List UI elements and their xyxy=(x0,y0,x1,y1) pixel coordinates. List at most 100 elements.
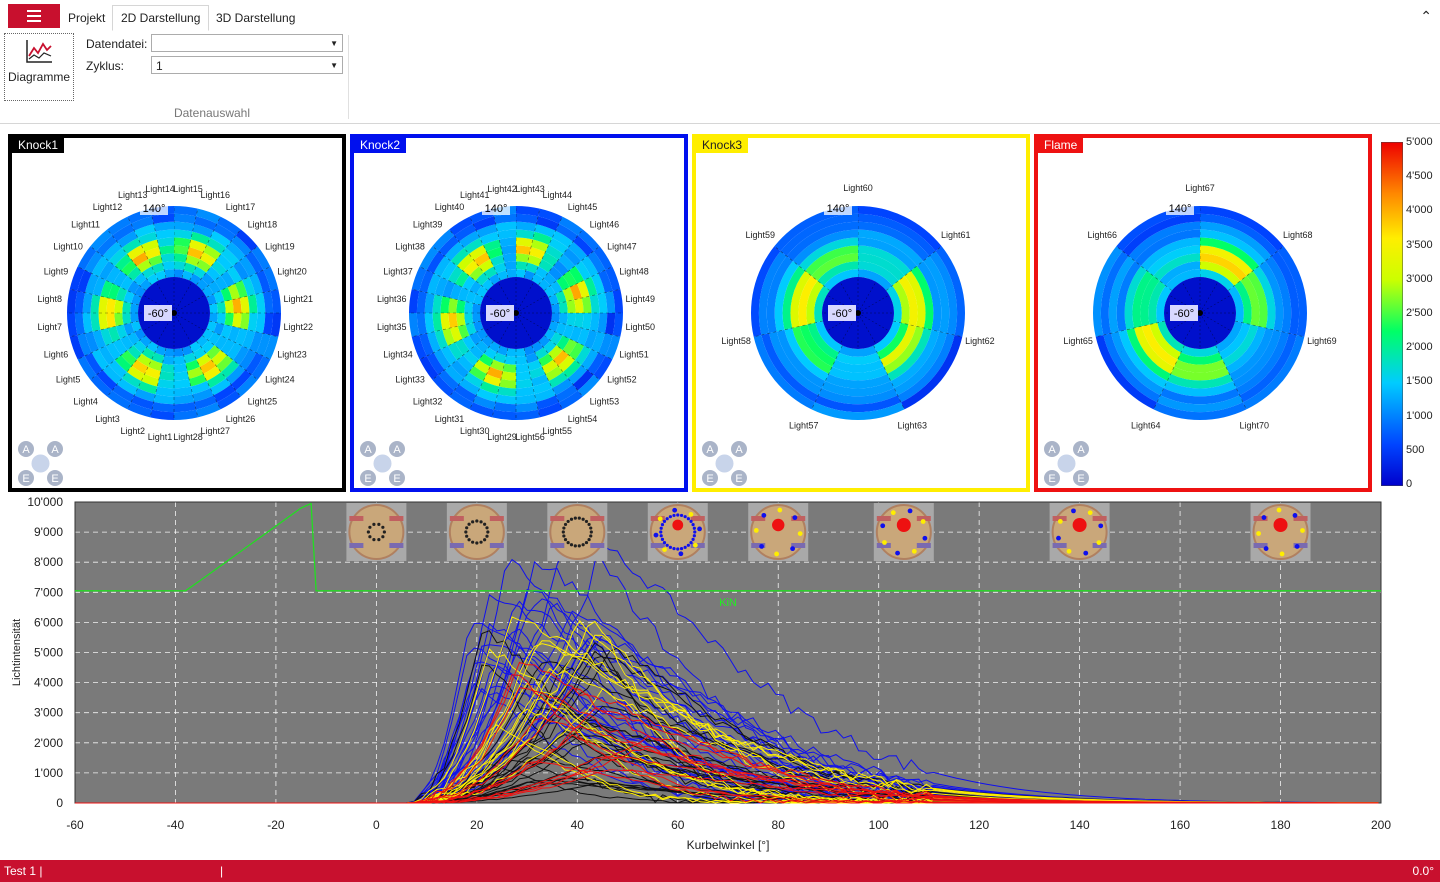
tab-2d-darstellung[interactable]: 2D Darstellung xyxy=(112,5,210,31)
intensity-curve xyxy=(75,687,1379,804)
y-tick-label: 8'000 xyxy=(34,555,63,569)
x-tick-label: 0 xyxy=(373,818,380,832)
y-tick-label: 3'000 xyxy=(34,706,63,720)
zyklus-label: Zyklus: xyxy=(86,59,125,73)
svg-text:A: A xyxy=(1077,444,1085,456)
light-intensity-chart[interactable]: -60 -40 -20 0 20 40 60 80 100 120 140 160 180 200 0 1'0… xyxy=(0,494,1440,856)
x-tick-label: -40 xyxy=(167,818,185,832)
svg-text:Light41: Light41 xyxy=(460,190,490,200)
polar-panel-title: Knock2 xyxy=(354,138,407,153)
svg-text:Light13: Light13 xyxy=(118,190,148,200)
svg-text:E: E xyxy=(22,473,29,485)
svg-text:Light30: Light30 xyxy=(460,426,490,436)
svg-text:Light64: Light64 xyxy=(1131,421,1161,431)
combustion-chamber-thumbnail xyxy=(446,503,507,561)
x-tick-label: 20 xyxy=(470,818,484,832)
svg-text:140°: 140° xyxy=(827,203,850,215)
svg-text:A: A xyxy=(22,444,30,456)
y-tick-label: 6'000 xyxy=(34,615,63,629)
svg-text:E: E xyxy=(393,473,400,485)
x-tick-label: 140 xyxy=(1070,818,1090,832)
diagramme-button[interactable]: Diagramme xyxy=(4,33,74,101)
svg-text:A: A xyxy=(393,444,401,456)
combustion-chamber-thumbnail xyxy=(1049,503,1110,561)
svg-text:E: E xyxy=(364,473,371,485)
svg-text:Light14: Light14 xyxy=(145,184,175,194)
svg-text:Light47: Light47 xyxy=(607,241,637,251)
svg-text:Light6: Light6 xyxy=(44,349,69,359)
svg-text:Light17: Light17 xyxy=(226,202,256,212)
y-tick-label: 4'000 xyxy=(34,676,63,690)
svg-text:Light43: Light43 xyxy=(515,184,545,194)
colorbar-tick-label: 4'500 xyxy=(1406,170,1433,183)
svg-text:-60°: -60° xyxy=(1174,308,1194,320)
svg-text:Light18: Light18 xyxy=(248,220,278,230)
colorbar-tick-label: 1'000 xyxy=(1406,409,1433,422)
svg-text:Light16: Light16 xyxy=(201,190,231,200)
svg-text:Light61: Light61 xyxy=(941,230,971,240)
ribbon-panel: Diagramme Datendatei: ▼ Zyklus: 1 ▼ Daten… xyxy=(0,31,1440,124)
svg-text:Light62: Light62 xyxy=(965,336,995,346)
chevron-down-icon: ▼ xyxy=(330,39,338,48)
svg-text:Light28: Light28 xyxy=(173,432,203,442)
status-bar: Test 1 | | 0.0° xyxy=(0,860,1440,882)
x-axis-label: Kurbelwinkel [°] xyxy=(687,838,770,852)
svg-text:Light52: Light52 xyxy=(607,375,637,385)
svg-text:Light57: Light57 xyxy=(789,421,819,431)
svg-text:Light65: Light65 xyxy=(1063,336,1093,346)
y-tick-label: 7'000 xyxy=(34,585,63,599)
polar-panel-knock1[interactable]: Knock1 140° -60° Light1 Light2 Light3 Light4 Li… xyxy=(8,134,346,492)
x-tick-label: 160 xyxy=(1170,818,1190,832)
polar-panel-knock3[interactable]: Knock3 140° -60° Light57 Light58 Light59 Light… xyxy=(692,134,1030,492)
tab-3d-darstellung[interactable]: 3D Darstellung xyxy=(216,11,296,25)
colorbar-tick-label: 5'000 xyxy=(1406,136,1433,148)
datenauswahl-group-label: Datenauswahl xyxy=(173,106,251,120)
combustion-chamber-thumbnail xyxy=(873,503,934,561)
kin-series-line xyxy=(75,502,1381,592)
collapse-ribbon-icon[interactable]: ⌃ xyxy=(1420,8,1432,24)
tab-projekt[interactable]: Projekt xyxy=(68,11,106,25)
combustion-chamber-thumbnail xyxy=(647,503,708,561)
polar-heatmap: 140° -60° Light57 Light58 Light59 Light60 Ligh… xyxy=(702,183,995,486)
ribbon-group-divider xyxy=(348,35,349,119)
colorbar xyxy=(1381,142,1403,486)
zyklus-combo[interactable]: 1 ▼ xyxy=(151,56,343,74)
x-tick-label: 120 xyxy=(969,818,989,832)
polar-panel-knock2[interactable]: Knock2 140° -60° Light29 Light30 Light31 Light… xyxy=(350,134,688,492)
hamburger-menu-button[interactable] xyxy=(8,4,60,28)
svg-text:140°: 140° xyxy=(143,203,166,215)
polar-panel-flame[interactable]: Flame 140° -60° Light64 Light65 Light66 Light6… xyxy=(1034,134,1372,492)
svg-text:Light68: Light68 xyxy=(1283,230,1313,240)
svg-text:Light1: Light1 xyxy=(148,432,173,442)
svg-text:E: E xyxy=(735,473,742,485)
svg-text:Light66: Light66 xyxy=(1088,230,1118,240)
svg-text:Light5: Light5 xyxy=(56,375,81,385)
svg-text:A: A xyxy=(735,444,743,456)
hamburger-icon xyxy=(27,15,41,17)
colorbar-tick-label: 3'000 xyxy=(1406,272,1433,285)
combustion-chamber-thumbnail xyxy=(748,503,809,561)
svg-text:-60°: -60° xyxy=(490,308,510,320)
svg-text:-60°: -60° xyxy=(832,308,852,320)
svg-text:Light44: Light44 xyxy=(543,190,573,200)
x-tick-label: 100 xyxy=(869,818,889,832)
polar-panel-title: Flame xyxy=(1038,138,1084,153)
svg-text:A: A xyxy=(1048,444,1056,456)
status-separator: | xyxy=(220,864,224,878)
status-left-text: Test 1 | xyxy=(4,864,43,878)
datendatei-label: Datendatei: xyxy=(86,37,148,51)
combustion-chamber-thumbnail xyxy=(1250,503,1311,561)
svg-text:Light49: Light49 xyxy=(625,294,655,304)
svg-text:Light8: Light8 xyxy=(38,294,63,304)
svg-text:Light26: Light26 xyxy=(226,414,256,424)
svg-text:-60°: -60° xyxy=(148,308,168,320)
combustion-chamber-thumbnail xyxy=(346,503,407,561)
colorbar-tick-label: 2'000 xyxy=(1406,341,1433,354)
datendatei-combo[interactable]: ▼ xyxy=(151,34,343,52)
status-angle: 0.0° xyxy=(1412,864,1434,878)
svg-text:A: A xyxy=(364,444,372,456)
svg-text:Light11: Light11 xyxy=(71,220,100,230)
svg-text:Light36: Light36 xyxy=(377,294,407,304)
